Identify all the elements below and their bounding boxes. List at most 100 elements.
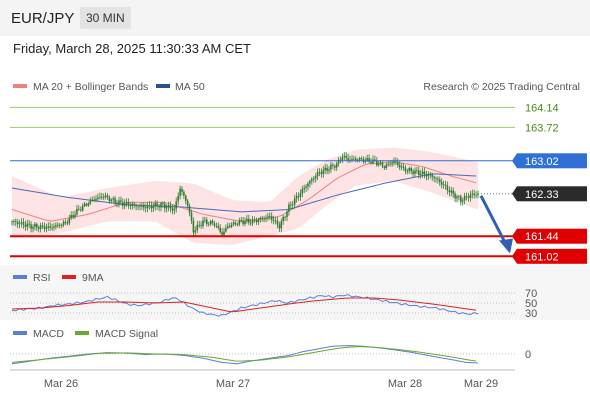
x-tick-label: Mar 29 — [464, 378, 498, 390]
candle-body — [60, 224, 63, 226]
candle-body — [154, 203, 156, 207]
macd-signal-legend-label: MACD Signal — [95, 328, 158, 340]
candle-body — [318, 172, 321, 173]
candle-body — [286, 211, 288, 217]
candle-body — [122, 202, 124, 206]
candle-body — [120, 200, 122, 203]
candle-body — [383, 166, 386, 168]
candle-body — [150, 205, 153, 209]
candle-body — [320, 172, 323, 174]
candle-body — [53, 226, 55, 228]
candle-body — [471, 193, 474, 195]
candle-body — [454, 193, 456, 199]
candle-body — [334, 165, 336, 168]
rsi-tick-label: 30 — [525, 308, 537, 320]
candle-body — [110, 199, 113, 201]
level-badge-4 — [517, 248, 587, 264]
candle-body — [228, 226, 231, 227]
candle-body — [165, 207, 168, 209]
price-levels: 164.14 163.72 163.02 161.44 161.02 162.33 — [10, 102, 587, 264]
price-panel — [11, 147, 479, 245]
candle-body — [97, 197, 99, 199]
candle-body — [101, 196, 103, 198]
candle-body — [368, 158, 370, 162]
candle-body — [397, 162, 399, 166]
candle-body — [450, 190, 453, 193]
candle-body — [22, 222, 25, 225]
candle-body — [80, 209, 82, 211]
candle-body — [355, 158, 357, 161]
candle-body — [179, 188, 181, 196]
candle-body — [469, 194, 472, 198]
candle-body — [225, 228, 227, 232]
macd-signal-line — [11, 346, 477, 363]
candle-body — [70, 215, 72, 219]
candle-body — [458, 196, 460, 198]
credit-label: Research © 2025 Trading Central — [423, 81, 580, 93]
candle-body — [297, 196, 300, 197]
candle-body — [72, 215, 74, 218]
candle-body — [242, 220, 244, 224]
candle-body — [345, 155, 347, 158]
candle-body — [196, 224, 199, 231]
candle-body — [377, 163, 380, 166]
candle-body — [347, 157, 349, 161]
candle-body — [293, 198, 296, 205]
candle-body — [81, 205, 84, 211]
candle-body — [108, 197, 111, 201]
ma50-legend-label: MA 50 — [175, 81, 205, 93]
candle-body — [64, 221, 67, 223]
rsi-tick-label: 70 — [525, 288, 537, 300]
candle-body — [328, 169, 330, 171]
candle-body — [291, 204, 294, 206]
candle-body — [303, 188, 305, 190]
candle-body — [446, 185, 449, 191]
candle-body — [398, 165, 401, 168]
rsi-ma-legend-swatch — [62, 275, 76, 279]
current-price-label: 162.33 — [525, 189, 559, 201]
candle-body — [211, 220, 214, 224]
candle-body — [32, 226, 34, 229]
candle-body — [261, 217, 263, 219]
candle-body — [400, 166, 403, 168]
candle-body — [326, 167, 328, 171]
candle-body — [435, 178, 437, 179]
candle-body — [280, 221, 283, 229]
x-tick-label: Mar 28 — [388, 378, 422, 390]
candle-body — [431, 174, 433, 177]
ma-bb-legend-swatch — [13, 84, 27, 88]
candle-body — [51, 227, 53, 229]
candle-body — [370, 162, 372, 164]
current-price-notch — [512, 186, 517, 202]
candle-body — [164, 203, 166, 209]
timeframe-button[interactable]: 30 MIN — [80, 7, 131, 29]
macd-line — [11, 345, 479, 365]
header-bar: EUR/JPY 30 MIN — [0, 0, 590, 36]
candle-body — [314, 176, 317, 179]
candle-body — [133, 203, 135, 205]
candle-body — [99, 196, 101, 198]
candle-body — [36, 223, 38, 228]
candle-body — [66, 222, 69, 224]
candle-body — [91, 199, 93, 201]
candle-body — [37, 227, 40, 229]
candle-body — [278, 224, 281, 229]
candle-body — [305, 186, 307, 188]
candle-body — [173, 208, 176, 211]
candle-body — [207, 223, 210, 225]
candle-body — [169, 205, 172, 209]
candle-body — [123, 203, 126, 206]
candle-body — [467, 196, 470, 198]
bollinger-band — [12, 147, 478, 245]
candle-body — [316, 172, 319, 177]
ma20-line — [11, 161, 477, 222]
level-badge-3 — [517, 228, 587, 244]
candle-body — [406, 170, 409, 172]
candle-body — [135, 204, 137, 207]
candle-body — [162, 203, 164, 204]
candle-body — [144, 207, 147, 209]
candle-body — [337, 159, 340, 164]
